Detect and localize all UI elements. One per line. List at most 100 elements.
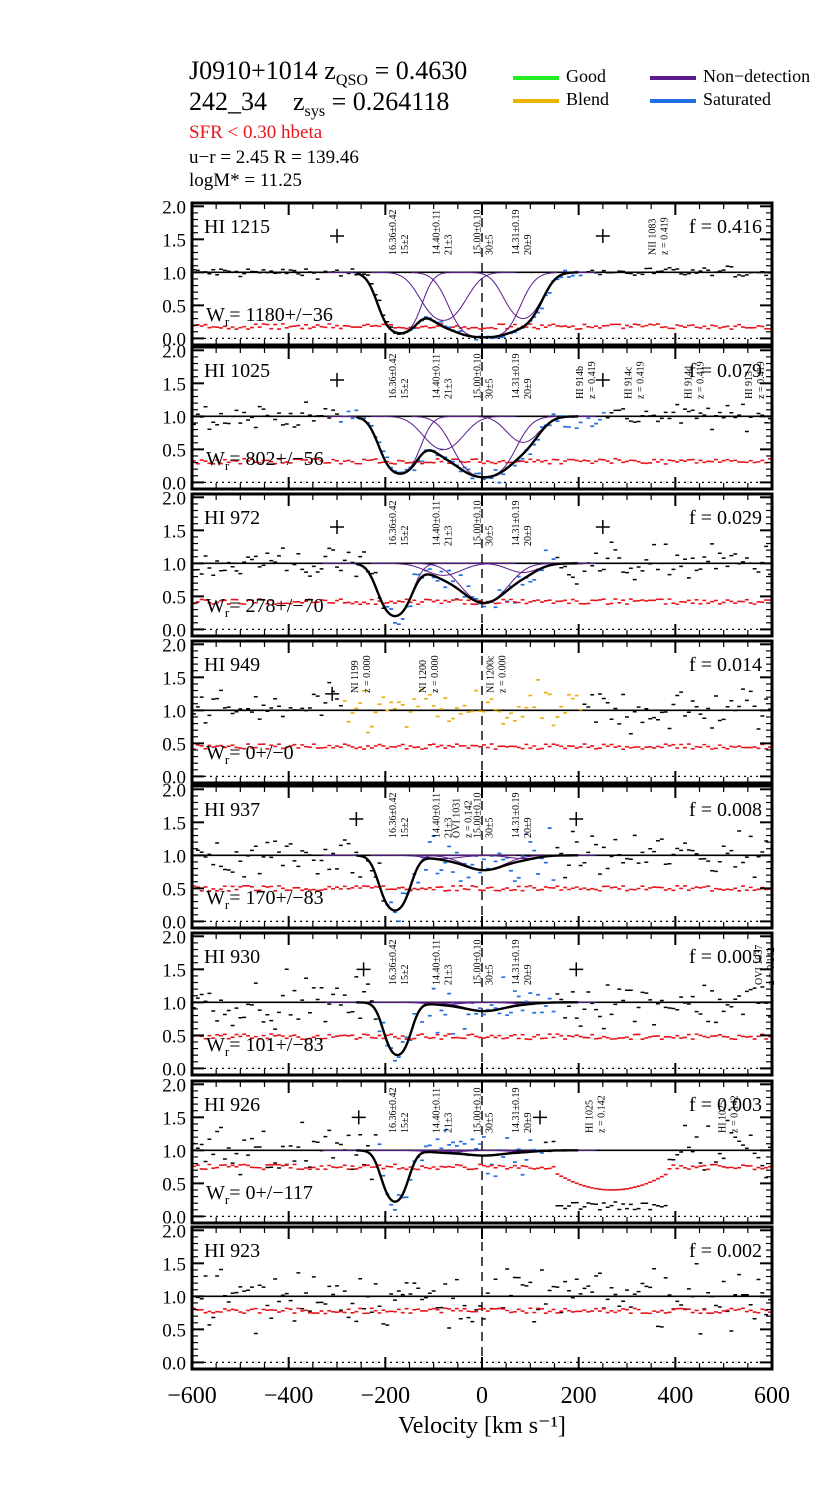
component-b-value-label: 20±9	[523, 1113, 534, 1134]
oscillator-strength-label: f = 0.029	[689, 507, 762, 529]
window-marker-cross	[356, 962, 371, 977]
x-tick-label: 600	[754, 1383, 790, 1409]
line-id-annotation: OVI 1037	[754, 945, 765, 985]
spectrum-panel: 16.36±0.42 15±2 14.40±0.11 21±3 15.00±0.10 30…	[162, 1075, 774, 1228]
component-b-value-label: 30±5	[484, 1113, 495, 1134]
oscillator-strength-label: f = 0.002	[689, 1240, 762, 1262]
error-spectrum	[192, 1163, 772, 1191]
oscillator-strength-label: f = 0.008	[689, 799, 762, 821]
transition-label: HI 923	[204, 1240, 260, 1262]
transition-label: HI 1215	[204, 216, 270, 238]
y-tick-label: 0.5	[162, 1026, 186, 1047]
x-axis-label: Velocity [km s⁻¹]	[398, 1413, 566, 1439]
line-id-redshift: z = 0.000	[498, 655, 509, 693]
y-tick-label: 0.0	[162, 767, 186, 788]
zsys-symbol: zsys = 0.264118	[293, 87, 450, 121]
component-column-density-label: 16.36±0.42	[388, 210, 399, 256]
component-b-value-label: 21±3	[443, 235, 454, 256]
y-tick-label: 1.5	[162, 668, 186, 689]
galaxy-id: 242_34	[189, 87, 267, 116]
error-spectrum	[192, 743, 772, 751]
component-b-value-label: 21±3	[443, 379, 454, 400]
transition-label: HI 1025	[204, 360, 270, 382]
window-marker-cross	[330, 373, 344, 388]
color-radius-text: u−r = 2.45 R = 139.46	[189, 147, 359, 168]
component-column-density-label: 14.31±0.19	[511, 940, 522, 986]
error-spectrum	[192, 884, 772, 892]
oscillator-strength-label: f = 0.014	[689, 654, 762, 676]
galaxy-line: 242_34 zsys = 0.264118	[189, 89, 449, 120]
y-tick-label: 1.0	[162, 263, 186, 284]
component-column-density-label: 14.40±0.11	[431, 940, 442, 985]
spectrum-panel: 16.36±0.42 15±2 14.40±0.11 21±3 15.00±0.10 30…	[162, 488, 774, 641]
component-column-density-label: 14.31±0.19	[511, 793, 522, 839]
component-profile-1	[322, 854, 468, 911]
window-marker-cross	[595, 373, 610, 388]
y-tick-label: 0.0	[162, 1207, 186, 1228]
y-tick-label: 1.0	[162, 1287, 186, 1308]
x-tick-label: −200	[361, 1383, 411, 1409]
y-tick-label: 0.0	[162, 620, 186, 641]
line-id-annotation: NII 1083	[647, 219, 658, 255]
spectrum-panel: 16.36±0.42 15±2 14.40±0.11 21±3 15.00±0.10 30…	[162, 197, 774, 350]
equivalent-width-label: Wr= 101+/−83	[206, 1034, 324, 1059]
window-marker-cross	[330, 520, 344, 535]
equivalent-width-label: Wr= 802+/−56	[206, 448, 324, 473]
transition-label: HI 930	[204, 946, 260, 968]
component-b-value-label: 15±2	[400, 235, 411, 256]
y-tick-label: 2.0	[162, 1221, 186, 1242]
component-column-density-label: 14.40±0.11	[431, 793, 442, 838]
oscillator-strength-label: f = 0.079	[689, 360, 762, 382]
y-tick-label: 2.0	[162, 341, 186, 362]
window-marker-cross	[595, 229, 610, 244]
y-tick-label: 0.5	[162, 734, 186, 755]
window-marker-cross	[325, 686, 340, 701]
y-tick-label: 2.0	[162, 635, 186, 656]
y-tick-label: 2.0	[162, 1075, 186, 1096]
y-tick-label: 1.5	[162, 374, 186, 395]
spectrum-panel: 0.0 0.5 1.0 1.5 2.0 HI 923 f = 0.002	[162, 1221, 774, 1374]
legend-nondetection-swatch	[650, 76, 696, 80]
component-column-density-label: 15.00±0.10	[472, 793, 483, 839]
spectrum-panel: 16.36±0.42 15±2 14.40±0.11 21±3 15.00±0.10 30…	[162, 341, 774, 494]
y-tick-label: 1.5	[162, 1108, 186, 1129]
y-tick-label: 1.5	[162, 521, 186, 542]
equivalent-width-label: Wr= 278+/−70	[206, 595, 324, 620]
component-profile-2	[370, 562, 516, 576]
line-id-annotation: HI 1025	[718, 1100, 729, 1133]
component-b-value-label: 30±5	[484, 818, 495, 839]
component-column-density-label: 14.31±0.19	[511, 210, 522, 256]
error-spectrum	[192, 1307, 772, 1315]
line-id-redshift: z = 0.419	[659, 217, 670, 255]
line-id-annotation: HI 914c	[623, 366, 634, 399]
y-tick-label: 1.5	[162, 230, 186, 251]
legend-blend-label: Blend	[566, 89, 609, 109]
x-tick-label: −400	[264, 1383, 314, 1409]
component-column-density-label: 16.36±0.42	[388, 354, 399, 400]
transition-label: HI 949	[204, 654, 260, 676]
component-column-density-label: 16.36±0.42	[388, 940, 399, 986]
line-id-redshift: z = 0.142	[597, 1095, 608, 1133]
component-b-value-label: 15±2	[400, 1113, 411, 1134]
component-b-value-label: 21±3	[443, 1113, 454, 1134]
component-b-value-label: 20±9	[523, 379, 534, 400]
component-profile-1	[322, 1149, 468, 1203]
qso-line: J0910+1014 zQSO = 0.4630	[189, 58, 467, 89]
component-profile-3	[411, 562, 557, 604]
component-b-value-label: 21±3	[443, 526, 454, 547]
line-id-redshift: z = 0.419	[587, 361, 598, 399]
component-profile-2	[370, 271, 516, 321]
component-column-density-label: 14.40±0.11	[431, 210, 442, 255]
y-tick-label: 0.5	[162, 1320, 186, 1341]
legend-saturated-swatch	[650, 99, 696, 103]
y-tick-label: 0.0	[162, 1059, 186, 1080]
transition-label: HI 972	[204, 507, 260, 529]
line-id-annotation: OVI 1031	[452, 798, 463, 838]
component-column-density-label: 14.40±0.11	[431, 501, 442, 546]
plot-header: J0910+1014 zQSO = 0.4630 242_34 zsys = 0…	[0, 0, 830, 200]
voigt-fit-model	[356, 271, 579, 339]
line-id-redshift: z = 0.000	[362, 655, 373, 693]
line-id-redshift: z = 0.142	[464, 800, 475, 838]
y-tick-label: 0.5	[162, 296, 186, 317]
voigt-fit-model	[356, 415, 579, 479]
